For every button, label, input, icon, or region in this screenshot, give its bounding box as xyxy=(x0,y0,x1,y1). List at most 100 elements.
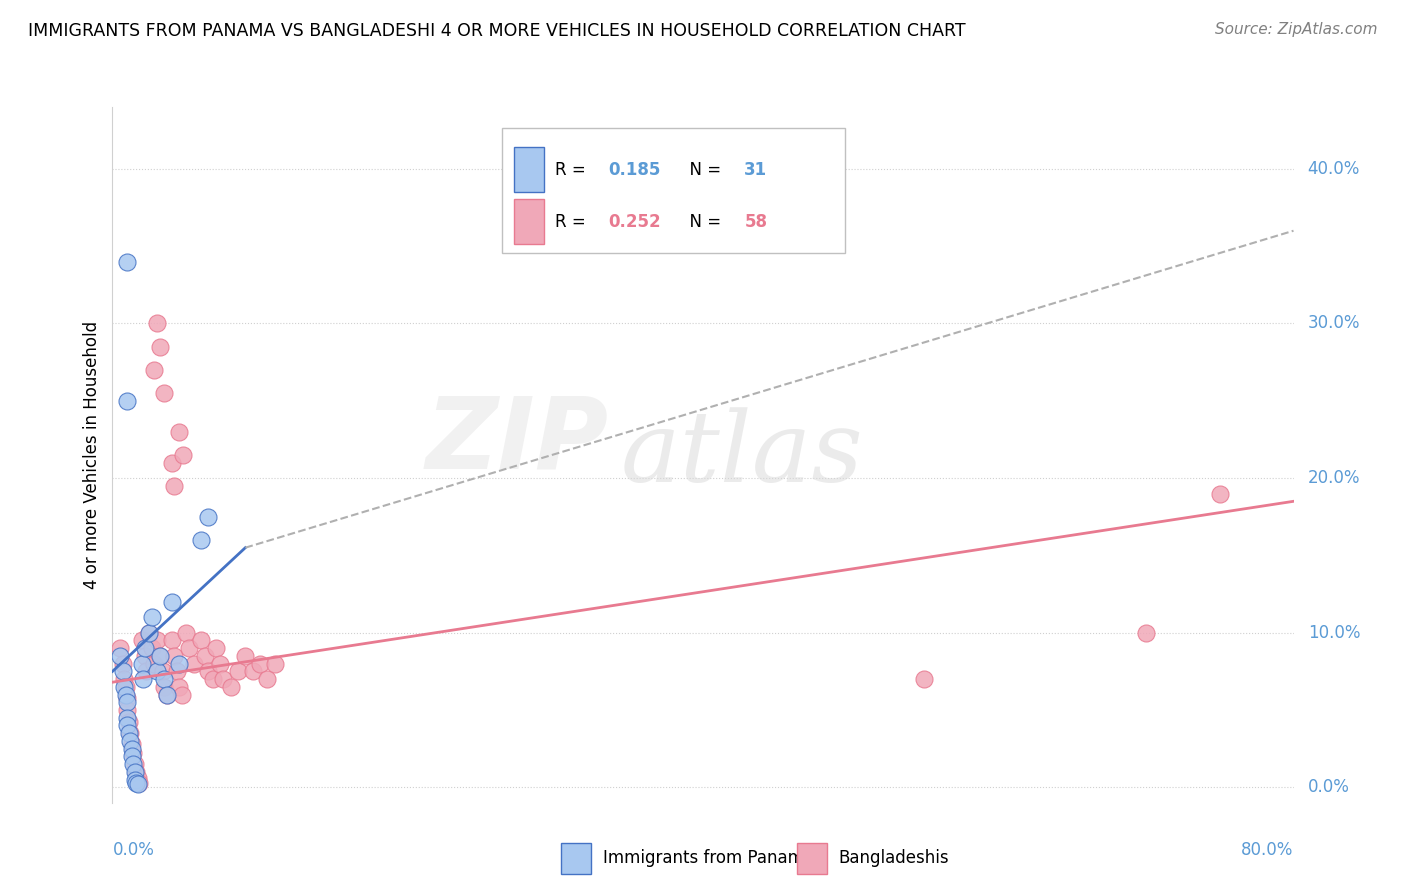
Point xyxy=(125,775,148,789)
Point xyxy=(128,775,150,789)
Text: N =: N = xyxy=(679,213,727,231)
Point xyxy=(160,633,183,648)
Point xyxy=(149,340,172,354)
Point xyxy=(233,648,256,663)
Point xyxy=(174,625,197,640)
Point xyxy=(256,672,278,686)
Text: 80.0%: 80.0% xyxy=(1241,841,1294,859)
Point xyxy=(1135,625,1157,640)
Point xyxy=(156,688,179,702)
Point xyxy=(142,363,165,377)
Point xyxy=(149,648,172,663)
Point xyxy=(249,657,271,671)
Point xyxy=(160,595,183,609)
Point xyxy=(121,741,143,756)
Point xyxy=(134,648,156,663)
Point xyxy=(122,757,145,772)
Point xyxy=(146,317,169,331)
Point xyxy=(124,764,146,779)
FancyBboxPatch shape xyxy=(502,128,845,253)
Point xyxy=(212,672,235,686)
Point xyxy=(141,610,163,624)
Point xyxy=(127,771,149,785)
Point xyxy=(156,688,179,702)
Text: atlas: atlas xyxy=(620,408,863,502)
Point xyxy=(167,425,190,439)
Point xyxy=(226,665,249,679)
Point xyxy=(170,688,193,702)
Point xyxy=(127,777,149,791)
Point xyxy=(117,695,138,709)
Point xyxy=(163,648,186,663)
Text: R =: R = xyxy=(555,161,592,178)
Bar xyxy=(561,843,591,874)
Point xyxy=(149,648,172,663)
Point xyxy=(120,734,142,748)
Point xyxy=(264,657,287,671)
Point xyxy=(146,633,169,648)
Point xyxy=(121,737,143,751)
Point xyxy=(117,711,138,725)
Point xyxy=(190,533,212,547)
Point xyxy=(117,718,138,732)
Text: 58: 58 xyxy=(744,213,768,231)
Point xyxy=(111,657,134,671)
Point xyxy=(111,665,134,679)
Text: 0.0%: 0.0% xyxy=(1308,779,1350,797)
Text: 20.0%: 20.0% xyxy=(1308,469,1360,487)
Bar xyxy=(515,147,544,193)
Point xyxy=(166,665,188,679)
Point xyxy=(132,672,155,686)
Point xyxy=(112,672,135,686)
Text: Bangladeshis: Bangladeshis xyxy=(839,849,949,867)
Y-axis label: 4 or more Vehicles in Household: 4 or more Vehicles in Household xyxy=(83,321,101,589)
Text: 0.0%: 0.0% xyxy=(112,841,155,859)
Point xyxy=(118,726,141,740)
Point xyxy=(114,680,136,694)
Point xyxy=(160,456,183,470)
Point xyxy=(194,648,217,663)
Text: Source: ZipAtlas.com: Source: ZipAtlas.com xyxy=(1215,22,1378,37)
Point xyxy=(122,747,145,761)
Text: 10.0%: 10.0% xyxy=(1308,624,1360,641)
Point xyxy=(163,479,186,493)
Bar xyxy=(797,843,827,874)
Point xyxy=(153,680,176,694)
Point xyxy=(134,641,156,656)
Text: R =: R = xyxy=(555,213,592,231)
Point xyxy=(153,672,176,686)
Point xyxy=(131,633,153,648)
Point xyxy=(138,625,160,640)
Point xyxy=(914,672,936,686)
Text: N =: N = xyxy=(679,161,727,178)
Point xyxy=(124,772,146,787)
Bar xyxy=(515,199,544,244)
Text: IMMIGRANTS FROM PANAMA VS BANGLADESHI 4 OR MORE VEHICLES IN HOUSEHOLD CORRELATIO: IMMIGRANTS FROM PANAMA VS BANGLADESHI 4 … xyxy=(28,22,966,40)
Text: Immigrants from Panama: Immigrants from Panama xyxy=(603,849,814,867)
Point xyxy=(125,764,148,779)
Point xyxy=(205,641,228,656)
Point xyxy=(117,690,138,705)
Point xyxy=(131,657,153,671)
Point xyxy=(209,657,232,671)
Point xyxy=(219,680,242,694)
Point xyxy=(152,665,174,679)
Point xyxy=(112,680,135,694)
Point xyxy=(1208,486,1232,500)
Text: 40.0%: 40.0% xyxy=(1308,160,1360,178)
Point xyxy=(183,657,205,671)
Point xyxy=(197,509,219,524)
Point xyxy=(179,641,201,656)
Point xyxy=(138,625,160,640)
Point xyxy=(124,757,146,772)
Point xyxy=(118,715,141,730)
Point xyxy=(121,749,143,764)
Point xyxy=(201,672,224,686)
Point xyxy=(167,657,190,671)
Text: 0.252: 0.252 xyxy=(609,213,661,231)
Point xyxy=(141,641,163,656)
Point xyxy=(190,633,212,648)
Point xyxy=(172,448,194,462)
Text: 31: 31 xyxy=(744,161,768,178)
Point xyxy=(242,665,264,679)
